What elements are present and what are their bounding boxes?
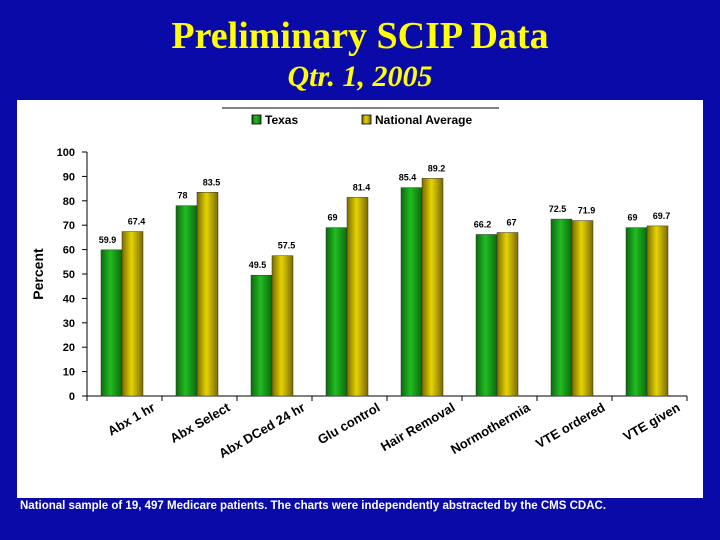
national-value-label-0: 67.4 <box>128 217 146 227</box>
texas-bar-4 <box>400 187 423 397</box>
national-value-label-7: 69.7 <box>653 211 671 221</box>
y-tick-label: 50 <box>63 269 75 281</box>
national-bar-4 <box>421 178 444 397</box>
texas-value-label-3: 69 <box>327 213 337 223</box>
texas-value-label-0: 59.9 <box>99 235 117 245</box>
x-category-label-6: VTE ordered <box>533 400 607 452</box>
footnote: National sample of 19, 497 Medicare pati… <box>20 500 607 512</box>
texas-bar-0 <box>100 249 123 397</box>
x-category-label-0: Abx 1 hr <box>105 400 158 439</box>
x-category-label-5: Normothermia <box>448 399 533 457</box>
texas-value-label-7: 69 <box>627 213 637 223</box>
legend-swatch-1 <box>361 114 372 125</box>
legend-label-0: Texas <box>265 113 298 127</box>
y-tick-label: 80 <box>63 196 75 208</box>
y-tick-label: 70 <box>63 220 75 232</box>
national-value-label-5: 67 <box>506 218 516 228</box>
y-tick-label: 40 <box>63 293 75 305</box>
y-tick-label: 30 <box>63 318 75 330</box>
texas-value-label-4: 85.4 <box>399 173 417 183</box>
y-tick-label: 100 <box>57 147 75 159</box>
chart-panel: Texas National Average 0 10 20 30 40 50 60 70 80 9… <box>17 100 703 498</box>
texas-value-label-2: 49.5 <box>249 260 267 270</box>
page-subtitle: Qtr. 1, 2005 <box>287 60 433 93</box>
national-bar-6 <box>571 220 594 397</box>
bar-chart: Texas National Average 0 10 20 30 40 50 60 70 80 9… <box>30 107 688 461</box>
national-value-label-3: 81.4 <box>353 182 371 192</box>
national-bar-5 <box>496 232 519 397</box>
texas-bar-3 <box>325 227 348 397</box>
national-bar-2 <box>271 255 294 397</box>
texas-bar-7 <box>625 227 648 397</box>
legend-label-1: National Average <box>375 113 472 127</box>
x-category-label-4: Hair Removal <box>378 400 457 455</box>
texas-bar-5 <box>475 234 498 397</box>
texas-value-label-5: 66.2 <box>474 219 492 229</box>
national-bar-1 <box>196 192 219 397</box>
texas-bar-2 <box>250 274 273 397</box>
texas-value-label-1: 78 <box>177 191 187 201</box>
page-title: Preliminary SCIP Data <box>171 15 549 57</box>
national-value-label-2: 57.5 <box>278 241 296 251</box>
y-axis-title: Percent <box>30 248 46 300</box>
x-category-label-1: Abx Select <box>167 399 233 446</box>
national-bar-3 <box>346 197 369 397</box>
national-bar-0 <box>121 231 144 397</box>
y-tick-label: 20 <box>63 342 75 354</box>
y-tick-label: 60 <box>63 245 75 257</box>
y-tick-label: 0 <box>69 391 75 403</box>
national-value-label-1: 83.5 <box>203 177 221 187</box>
national-value-label-6: 71.9 <box>578 206 596 216</box>
texas-bar-1 <box>175 205 198 397</box>
x-category-label-7: VTE given <box>621 400 683 444</box>
x-category-label-3: Glu control <box>315 400 383 448</box>
texas-value-label-6: 72.5 <box>549 204 567 214</box>
national-bar-7 <box>646 225 669 397</box>
legend-swatch-0 <box>251 114 262 125</box>
texas-bar-6 <box>550 218 573 397</box>
y-tick-label: 90 <box>63 171 75 183</box>
national-value-label-4: 89.2 <box>428 163 446 173</box>
y-tick-label: 10 <box>63 367 75 379</box>
